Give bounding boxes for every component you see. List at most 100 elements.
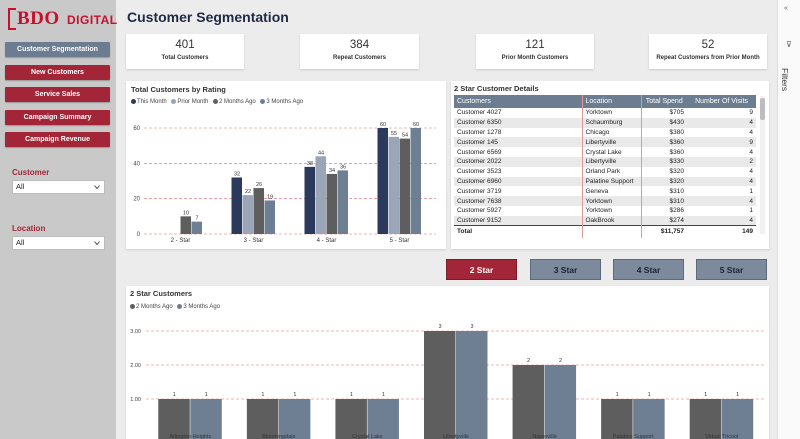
bar xyxy=(278,399,311,439)
table-row[interactable]: Customer 145 Libertyville $360 9 xyxy=(454,137,756,148)
rating-5-star-button[interactable]: 5 Star xyxy=(696,259,767,280)
table-row[interactable]: Customer 1278 Chicago $380 4 xyxy=(454,127,756,138)
col-header-total-spend[interactable]: Total Spend xyxy=(640,95,687,108)
cell-total-spend: $310 xyxy=(640,196,687,206)
y-tick-label: 60 xyxy=(133,126,140,132)
col-header-visits[interactable]: Number Of Visits xyxy=(687,95,756,108)
legend-swatch xyxy=(260,99,266,104)
x-tick-label: Libertyville xyxy=(443,434,469,439)
table-row[interactable]: Customer 6350 Schaumburg $430 4 xyxy=(454,117,756,128)
cell-customer: Customer 145 xyxy=(454,137,582,148)
legend-label: 2 Months Ago xyxy=(136,304,173,311)
table-row[interactable]: Customer 9152 OakBrook $274 4 xyxy=(454,215,756,226)
nav-customer-segmentation[interactable]: Customer Segmentation xyxy=(5,42,110,57)
x-tick-label: 3 - Star xyxy=(244,238,264,244)
cell-total-spend: $380 xyxy=(640,127,687,138)
col-header-location[interactable]: Location xyxy=(581,95,641,108)
rating-3-star-button[interactable]: 3 Star xyxy=(530,259,601,280)
x-tick-label: 5 - Star xyxy=(390,238,410,244)
cell-visits: 4 xyxy=(749,168,753,176)
cell-customer: Customer 9152 xyxy=(454,215,582,226)
cell-visits: 1 xyxy=(749,207,753,215)
logo-brand: BDO xyxy=(17,8,60,29)
legend-label: 3 Months Ago xyxy=(183,304,221,311)
rating-2-star-button[interactable]: 2 Star xyxy=(446,259,517,280)
cell-visits: 4 xyxy=(687,176,756,187)
data-label: 1 xyxy=(261,392,264,398)
legend-label: 3 Months Ago xyxy=(266,99,304,106)
bar xyxy=(410,128,421,234)
bar xyxy=(721,399,754,439)
table-row[interactable]: Customer 4027 Yorktown $705 9 xyxy=(454,108,756,118)
data-label: 60 xyxy=(413,122,419,128)
bar xyxy=(377,128,388,234)
cell-location: Yorktown xyxy=(581,108,641,118)
rating-chart: 0 20 40 60 10 7 2 - Star 32 22 26 19 3 - Star 38 44 34… xyxy=(133,122,436,244)
location-slicer-dropdown[interactable]: All xyxy=(12,236,105,250)
data-label: 7 xyxy=(195,216,198,222)
table-row[interactable]: Customer 2022 Libertyville $330 2 xyxy=(454,156,756,167)
cell-visits: 9 xyxy=(687,137,756,148)
x-tick-label: Palatine Support xyxy=(613,434,654,439)
x-tick-label: Bloomingdale xyxy=(262,434,295,439)
star-customers-chart: 1.00 2.00 3.00 1 1 Arlington Heights 1 1 Bloomin… xyxy=(130,324,766,439)
table-scrollbar[interactable] xyxy=(760,96,765,234)
table-row[interactable]: Customer 5927 Yorktown $286 1 xyxy=(454,205,756,216)
legend-label: Prior Month xyxy=(177,99,209,106)
bar xyxy=(304,166,315,234)
data-label: 3 xyxy=(438,324,441,330)
legend-item: Prior Month xyxy=(171,99,208,105)
bar xyxy=(367,399,399,439)
table-row[interactable]: Customer 6960 Palatine Support $320 4 xyxy=(454,176,756,187)
data-label: 1 xyxy=(205,392,208,398)
cell-customer: Customer 5927 xyxy=(457,207,502,215)
customer-slicer-value: All xyxy=(16,182,25,191)
col-header-customers[interactable]: Customers xyxy=(454,95,582,108)
customer-slicer-label: Customer xyxy=(12,168,50,177)
x-tick-label: 2 - Star xyxy=(171,238,191,244)
rating-4-star-button[interactable]: 4 Star xyxy=(613,259,684,280)
bar xyxy=(544,365,577,439)
legend-label: This Month xyxy=(137,99,167,106)
cell-customer: Customer 4027 xyxy=(457,109,502,117)
cell-customer: Customer 1278 xyxy=(457,128,502,136)
data-label: 1 xyxy=(648,392,651,398)
table-body: Customer 4027 Yorktown $705 9 Customer 6350 S… xyxy=(454,108,756,238)
cell-customer: Customer 6569 xyxy=(457,148,502,156)
kpi-value: 52 xyxy=(701,39,715,51)
cell-location: Libertyville xyxy=(581,137,641,148)
bar xyxy=(424,331,456,439)
table-row[interactable]: Customer 3523 Orland Park $320 4 xyxy=(454,166,756,177)
nav-campaign-summary[interactable]: Campaign Summary xyxy=(5,110,110,125)
x-tick-label: Virtual Tricool xyxy=(705,434,738,439)
y-tick-label: 0 xyxy=(137,232,141,238)
customer-slicer-dropdown[interactable]: All xyxy=(12,180,105,194)
legend-label: 2 Months Ago xyxy=(219,99,256,106)
details-title: 2 Star Customer Details xyxy=(454,84,539,93)
table-row[interactable]: Customer 7638 Yorktown $310 4 xyxy=(454,196,756,206)
legend-swatch xyxy=(130,304,135,309)
nav-service-sales[interactable]: Service Sales xyxy=(5,87,110,102)
data-label: 10 xyxy=(183,210,189,216)
table-total-row: Total $11,757 149 xyxy=(454,225,756,238)
cell-location: Palatine Support xyxy=(581,176,641,187)
cell-visits: 4 xyxy=(749,128,753,136)
filters-pane[interactable]: « ⊽ Filters xyxy=(777,0,800,439)
kpi-total-customers: 401 Total Customers xyxy=(126,34,244,69)
collapse-pane-icon[interactable]: « xyxy=(784,5,788,12)
scrollbar-thumb[interactable] xyxy=(760,98,765,120)
table-row[interactable]: Customer 6569 Crystal Lake $360 4 xyxy=(454,147,756,157)
data-label: 38 xyxy=(307,161,313,167)
table-row[interactable]: Customer 3719 Geneva $310 1 xyxy=(454,186,756,197)
nav-new-customers[interactable]: New Customers xyxy=(5,65,110,80)
cell-total-spend: $286 xyxy=(640,205,687,216)
cell-visits: 9 xyxy=(749,109,753,117)
cell-location: Libertyville xyxy=(581,156,641,167)
nav-campaign-revenue[interactable]: Campaign Revenue xyxy=(5,132,110,147)
cell-visits: 4 xyxy=(749,148,753,156)
data-label: 1 xyxy=(173,392,176,398)
data-label: 2 xyxy=(559,358,562,364)
cell-total-spend: $274 xyxy=(640,215,687,226)
bar xyxy=(253,188,264,234)
data-label: 1 xyxy=(382,392,385,398)
